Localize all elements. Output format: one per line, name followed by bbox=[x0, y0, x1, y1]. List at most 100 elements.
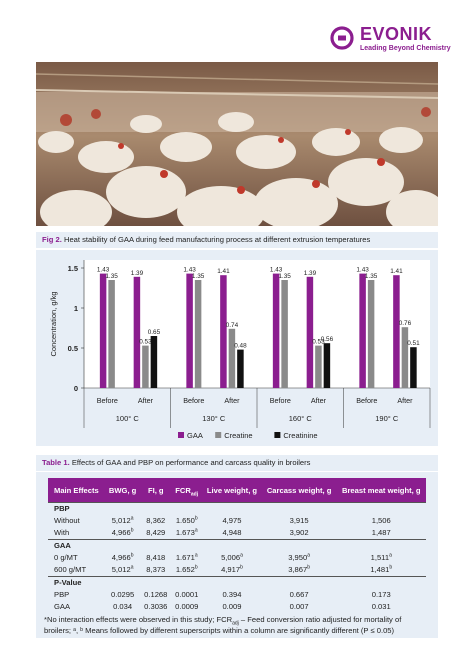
cell-value: 4,975 bbox=[222, 516, 242, 525]
header-bwg: BWG, g bbox=[104, 478, 141, 503]
cell-value: 4,966 bbox=[111, 528, 131, 537]
table-cell: 0.394 bbox=[202, 589, 262, 601]
bar-value-label: 1.39 bbox=[131, 270, 144, 277]
table-cell: 3,915 bbox=[262, 515, 337, 527]
footnote-line-2: broilers; ᵃ, ᵇ Means followed by differe… bbox=[44, 626, 395, 635]
bar-value-label: 0.76 bbox=[399, 320, 412, 327]
table-row: With 4,966b 8,429 1.673a 4,948 3,902 1,487 bbox=[48, 527, 426, 540]
table-cell: 0.0001 bbox=[171, 589, 202, 601]
table-cell: 0.173 bbox=[336, 589, 426, 601]
bar-gaa bbox=[393, 275, 400, 388]
table-cell: 0.3036 bbox=[140, 601, 171, 613]
table-cell: 1,511a bbox=[336, 552, 426, 564]
bar-value-label: 0.53 bbox=[139, 339, 152, 346]
legend-swatch bbox=[178, 432, 184, 438]
bar-creatine bbox=[228, 328, 236, 388]
bar-value-label: 1.41 bbox=[390, 268, 403, 275]
figure-caption: Fig 2. Heat stability of GAA during feed… bbox=[36, 232, 438, 248]
table-cell: 3,950a bbox=[262, 552, 337, 564]
cell-value: 8,429 bbox=[146, 528, 166, 537]
cell-value: 0.007 bbox=[289, 602, 309, 611]
x-group-label: 130° C bbox=[202, 414, 226, 423]
bar-creatine bbox=[194, 280, 202, 388]
table-section-row: GAA bbox=[48, 539, 426, 552]
cell-value: 1,487 bbox=[371, 528, 391, 537]
table-footnote: *No interaction effects were observed in… bbox=[36, 612, 438, 638]
cell-superscript: b bbox=[389, 564, 393, 571]
cell-value: 0.3036 bbox=[144, 602, 168, 611]
y-tick-label: 0 bbox=[74, 384, 78, 393]
cell-value: 0.173 bbox=[371, 590, 391, 599]
cell-value: 1,506 bbox=[371, 516, 391, 525]
row-label: With bbox=[54, 528, 70, 537]
y-tick-label: 1.5 bbox=[68, 264, 78, 273]
table-cell: 5,012a bbox=[105, 564, 140, 577]
bar-gaa bbox=[306, 276, 314, 388]
table-cell: 1,481b bbox=[336, 564, 426, 577]
cell-value: 8,362 bbox=[146, 516, 166, 525]
cell-value: 3,915 bbox=[289, 516, 309, 525]
table-cell: 0.034 bbox=[105, 601, 140, 613]
cell-superscript: b bbox=[194, 515, 198, 522]
table-row: PBP 0.0295 0.1268 0.0001 0.394 0.667 0.173 bbox=[48, 589, 426, 601]
bar-value-label: 1.35 bbox=[192, 273, 205, 280]
cell-superscript: a bbox=[194, 527, 198, 534]
table-cell: 1.652b bbox=[171, 564, 202, 577]
legend-swatch bbox=[215, 432, 222, 438]
table-cell: 0.031 bbox=[336, 601, 426, 613]
table-cell: 3,867b bbox=[262, 564, 337, 577]
header-fcr-text: FCR bbox=[175, 485, 191, 495]
legend-label: Creatinine bbox=[283, 431, 317, 440]
cell-superscript: b bbox=[130, 527, 134, 534]
x-subcategory-label: Before bbox=[183, 396, 204, 405]
table-cell: 4,966b bbox=[105, 527, 140, 540]
bar-value-label: 1.35 bbox=[105, 273, 118, 280]
legend-swatch bbox=[274, 432, 281, 438]
table-section-row: PBP bbox=[48, 502, 426, 515]
cell-value: 0.1268 bbox=[144, 590, 168, 599]
table-cell: 0.1268 bbox=[140, 589, 171, 601]
row-label: Without bbox=[54, 516, 80, 525]
bar-value-label: 0.48 bbox=[234, 343, 247, 350]
bar-value-label: 0.51 bbox=[407, 340, 420, 347]
bar-value-label: 1.43 bbox=[183, 267, 196, 274]
legend-label: Creatine bbox=[224, 431, 252, 440]
table-cell: 1.650b bbox=[171, 515, 202, 527]
bar-creatinine bbox=[237, 349, 244, 388]
figure-text: Heat stability of GAA during feed manufa… bbox=[63, 235, 371, 244]
table-cell: 0.007 bbox=[262, 601, 337, 613]
table-cell: 1.673a bbox=[171, 527, 202, 540]
bar-gaa bbox=[186, 273, 193, 388]
row-label: 0 g/MT bbox=[54, 553, 78, 562]
table-cell: 4,975 bbox=[202, 515, 262, 527]
brand-name: EVONIK bbox=[360, 24, 433, 44]
cell-value: 1,481 bbox=[370, 565, 390, 574]
table-cell: 4,948 bbox=[202, 527, 262, 540]
cell-superscript: b bbox=[240, 564, 243, 571]
bar-value-label: 0.74 bbox=[226, 322, 239, 329]
x-subcategory-label: After bbox=[138, 396, 154, 405]
bar-gaa bbox=[272, 273, 280, 388]
bar-value-label: 0.65 bbox=[148, 329, 161, 336]
bar-creatine bbox=[315, 345, 322, 388]
table-section-row: P-Value bbox=[48, 576, 426, 589]
bar-creatinine bbox=[323, 343, 331, 388]
cell-value: 5,006 bbox=[221, 553, 241, 562]
section-title: PBP bbox=[48, 502, 426, 515]
cell-value: 0.034 bbox=[113, 602, 133, 611]
table-row: Without 5,012a 8,362 1.650b 4,975 3,915 1,506 bbox=[48, 515, 426, 527]
bar-value-label: 1.35 bbox=[365, 273, 378, 280]
header-fcr-sub: adj bbox=[190, 491, 199, 498]
table-row: 0 g/MT 4,966b 8,418 1.671a 5,006a 3,950a 1,511… bbox=[48, 552, 426, 564]
cell-superscript: b bbox=[307, 564, 310, 571]
x-subcategory-label: Before bbox=[270, 396, 291, 405]
cell-value: 1.671 bbox=[175, 553, 195, 562]
x-subcategory-label: After bbox=[224, 396, 240, 405]
table-cell: 8,418 bbox=[140, 552, 171, 564]
table-cell: 0.0009 bbox=[171, 601, 202, 613]
cell-value: 4,966 bbox=[111, 553, 131, 562]
x-subcategory-label: Before bbox=[356, 396, 377, 405]
x-subcategory-label: Before bbox=[97, 396, 118, 405]
results-table: Main Effects BWG, g FI, g FCRadj Live we… bbox=[48, 478, 426, 613]
